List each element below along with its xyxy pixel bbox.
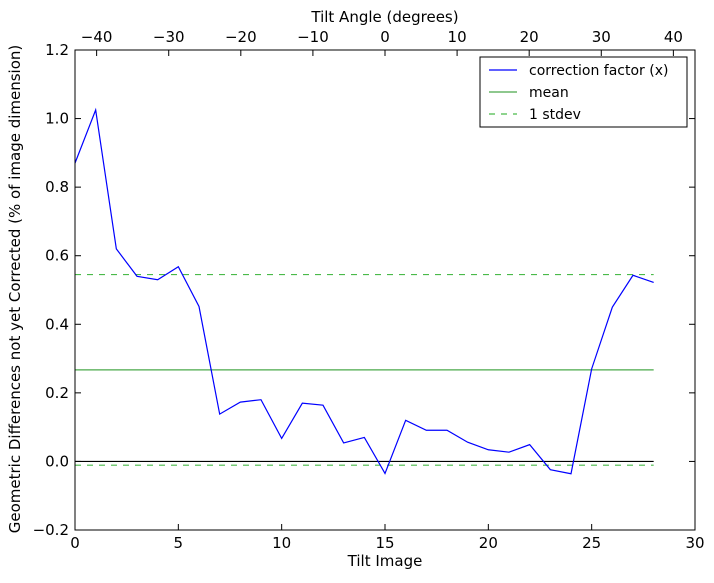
y-tick-label: 0.8 [45, 178, 69, 196]
y-axis-label: Geometric Differences not yet Corrected … [6, 45, 24, 534]
y-tick-label: −0.2 [33, 521, 69, 539]
x-tick-label: 10 [272, 534, 291, 552]
top-x-tick-label: −10 [297, 28, 329, 46]
top-x-tick-label: 30 [592, 28, 611, 46]
top-x-tick-label: −30 [153, 28, 185, 46]
plot-marks [75, 110, 654, 474]
y-tick-label: 0.4 [45, 315, 69, 333]
y-tick-label: 0.6 [45, 247, 69, 265]
legend-label-correction: correction factor (x) [529, 63, 668, 79]
top-x-tick-label: −20 [225, 28, 257, 46]
top-axis-label: Tilt Angle (degrees) [310, 8, 458, 26]
y-tick-label: 0.2 [45, 384, 69, 402]
x-tick-label: 30 [685, 534, 704, 552]
y-tick-label: 1.0 [45, 110, 69, 128]
correction-factor-line [75, 110, 654, 474]
top-x-tick-label: 0 [380, 28, 390, 46]
top-x-tick-label: −40 [81, 28, 113, 46]
x-tick-label: 25 [582, 534, 601, 552]
y-tick-label: 1.2 [45, 41, 69, 59]
x-tick-label: 5 [174, 534, 184, 552]
top-x-tick-label: 20 [520, 28, 539, 46]
x-tick-label: 20 [479, 534, 498, 552]
top-x-tick-label: 40 [664, 28, 683, 46]
legend: correction factor (x) mean 1 stdev [480, 57, 687, 127]
legend-label-mean: mean [529, 85, 569, 101]
top-x-tick-label: 10 [448, 28, 467, 46]
x-tick-label: 15 [375, 534, 394, 552]
y-tick-label: 0.0 [45, 452, 69, 470]
legend-label-stdev: 1 stdev [529, 107, 581, 123]
x-tick-label: 0 [70, 534, 80, 552]
x-axis-label: Tilt Image [347, 552, 423, 570]
